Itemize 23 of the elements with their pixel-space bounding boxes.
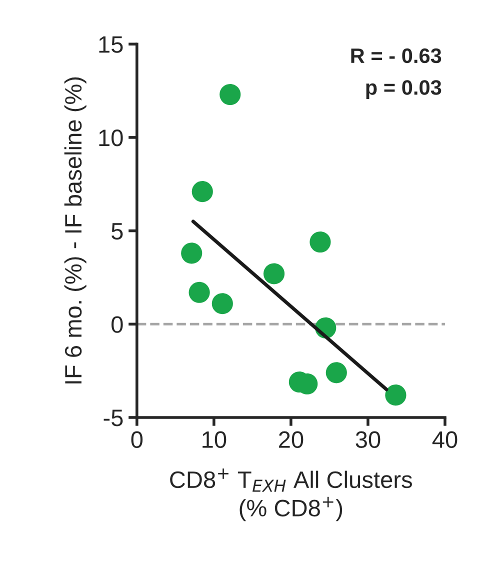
point	[220, 84, 241, 106]
y-tick-label: 10	[99, 130, 123, 146]
y-tick-label: 15	[99, 36, 123, 53]
y-axis-title: IF 6 mo. (%) - IF baseline (%)	[64, 77, 86, 384]
point	[192, 181, 213, 202]
point	[326, 362, 347, 384]
point	[188, 282, 210, 303]
annotation: p = 0.03	[366, 80, 442, 99]
x-tick-label: 40	[432, 431, 458, 448]
annotation: R = - 0.63	[351, 48, 442, 64]
x-axis-title: CD8$^{+}$ T$_{EXH}$ All Clusters (% CD8$^{+}$)	[170, 468, 412, 522]
point	[181, 242, 202, 264]
x-tick-label: 0	[131, 431, 143, 448]
point	[385, 384, 406, 406]
point	[310, 231, 331, 253]
point	[263, 263, 285, 284]
x-tick-label: 10	[202, 431, 226, 448]
y-tick-label: 0	[112, 316, 123, 333]
y-tick-label: -5	[104, 410, 123, 426]
x-tick-label: 30	[356, 431, 380, 448]
point	[212, 293, 233, 314]
y-tick-label: 5	[112, 223, 123, 240]
x-tick-label: 20	[279, 431, 304, 448]
